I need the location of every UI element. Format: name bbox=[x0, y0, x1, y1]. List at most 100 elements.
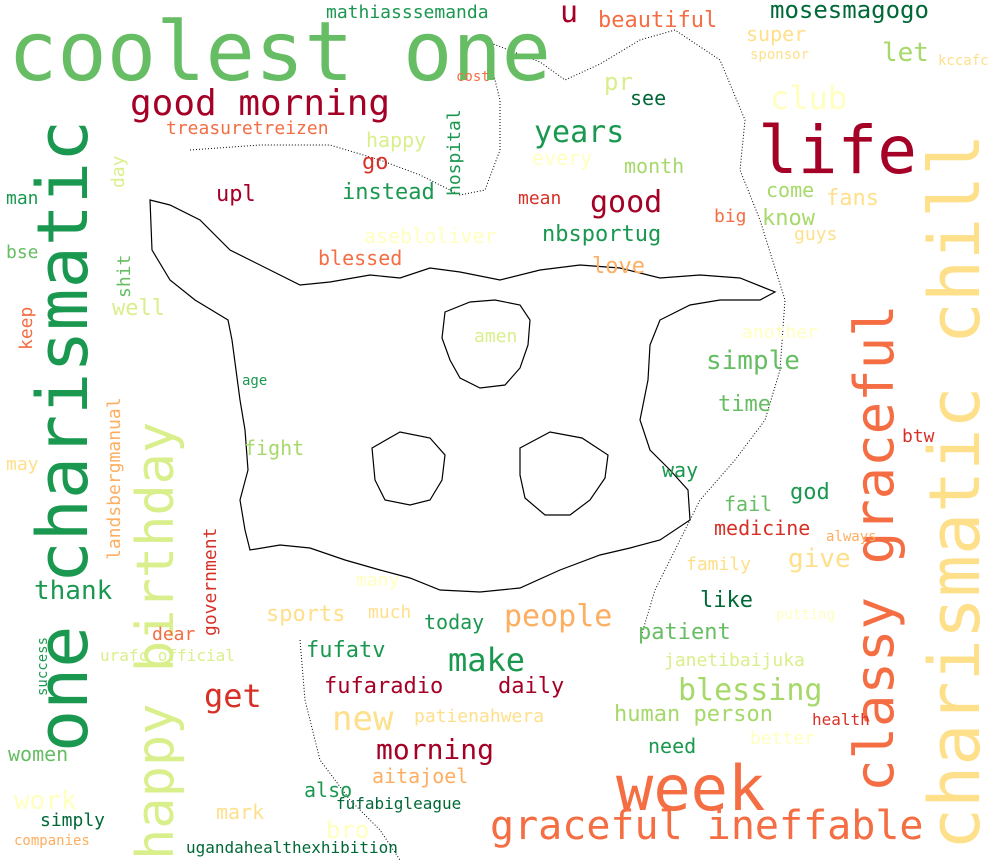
outline-top-dotted bbox=[487, 29, 786, 641]
word-better: better bbox=[750, 728, 816, 749]
word-mean: mean bbox=[518, 188, 562, 209]
word-man: man bbox=[6, 188, 39, 209]
word-patienahwera: patienahwera bbox=[414, 706, 545, 727]
word-bro: bro bbox=[326, 816, 370, 844]
word-u: u bbox=[560, 0, 579, 30]
word-give: give bbox=[788, 544, 851, 574]
word-mosesmagogo: mosesmagogo bbox=[770, 0, 929, 24]
word-good-morning: good morning bbox=[130, 83, 391, 124]
word-family: family bbox=[686, 554, 752, 575]
word-government: government bbox=[200, 527, 221, 636]
word-another: another bbox=[742, 322, 818, 343]
word-thank: thank bbox=[34, 576, 113, 606]
word-medicine: medicine bbox=[714, 516, 811, 540]
word-blessed: blessed bbox=[318, 246, 403, 270]
word-fufaradio: fufaradio bbox=[324, 674, 444, 699]
word-health: health bbox=[812, 710, 870, 729]
word-good: good bbox=[590, 185, 663, 220]
word-make: make bbox=[448, 641, 526, 679]
word-super: super bbox=[746, 22, 807, 46]
word-age: age bbox=[242, 373, 268, 389]
word-human-person: human person bbox=[614, 702, 773, 727]
word-fail: fail bbox=[724, 492, 773, 516]
outline-left-blob bbox=[371, 431, 446, 506]
word-life: life bbox=[758, 112, 917, 189]
word-ugandahealthexhibition: ugandahealthexhibition bbox=[186, 838, 398, 857]
word-may: may bbox=[6, 454, 39, 475]
word-beautiful: beautiful bbox=[598, 8, 718, 33]
word-god: god bbox=[790, 480, 830, 505]
word-love: love bbox=[592, 254, 645, 279]
word-putting: putting bbox=[776, 607, 836, 623]
word-people: people bbox=[504, 599, 613, 634]
word-years: years bbox=[534, 115, 625, 150]
outline-body bbox=[149, 199, 777, 593]
word-simply: simply bbox=[40, 810, 106, 831]
word-today: today bbox=[424, 610, 485, 634]
word-bse: bse bbox=[6, 242, 39, 263]
word-cost: cost bbox=[456, 69, 490, 85]
word-week: week bbox=[616, 752, 766, 825]
word-coolest-one: coolest one bbox=[8, 5, 552, 100]
word-come: come bbox=[766, 178, 815, 202]
word-mathiasssemanda: mathiasssemanda bbox=[326, 2, 489, 23]
word-many: many bbox=[356, 570, 400, 591]
word-janetibaijuka: janetibaijuka bbox=[664, 650, 805, 671]
outline-left-dotted bbox=[189, 59, 501, 196]
word-fans: fans bbox=[826, 186, 879, 211]
word-landsbergmanual: landsbergmanual bbox=[104, 397, 125, 560]
word-morning: morning bbox=[376, 733, 495, 766]
word-shit: shit bbox=[114, 254, 135, 298]
word-companies: companies bbox=[14, 833, 90, 849]
outline-right-blob bbox=[519, 431, 609, 516]
word-time: time bbox=[718, 392, 771, 417]
word-work: work bbox=[14, 786, 77, 816]
word-asebloliver: asebloliver bbox=[364, 224, 497, 248]
word-month: month bbox=[624, 154, 685, 178]
word-upl: upl bbox=[216, 182, 256, 207]
word-daily: daily bbox=[498, 674, 565, 699]
outline-center-blob bbox=[441, 299, 531, 389]
word-let: let bbox=[882, 38, 929, 68]
word-fight: fight bbox=[244, 436, 305, 460]
word-guys: guys bbox=[794, 224, 838, 245]
word-need: need bbox=[648, 734, 697, 758]
word-charismatic-chill: charismatic chill bbox=[914, 133, 996, 850]
word-hospital: hospital bbox=[444, 109, 465, 196]
word-mark: mark bbox=[216, 800, 265, 824]
word-amen: amen bbox=[474, 326, 518, 347]
word-urafc-official: urafc_official bbox=[100, 646, 235, 665]
word-btw: btw bbox=[902, 426, 935, 447]
word-happy: happy bbox=[366, 128, 427, 152]
word-instead: instead bbox=[342, 180, 435, 205]
word-day: day bbox=[108, 155, 129, 188]
word-women: women bbox=[8, 742, 69, 766]
word-dear: dear bbox=[152, 624, 196, 645]
word-get: get bbox=[204, 677, 262, 715]
word-patient: patient bbox=[638, 620, 731, 645]
word-way: way bbox=[662, 458, 699, 482]
word-treasuretreizen: treasuretreizen bbox=[166, 118, 329, 139]
word-graceful-ineffable: graceful ineffable bbox=[490, 803, 924, 849]
outline-bottom-dotted bbox=[299, 639, 401, 861]
word-big: big bbox=[714, 206, 747, 227]
word-every: every bbox=[532, 146, 593, 170]
word-blessing: blessing bbox=[678, 673, 823, 708]
word-kccafc: kccafc bbox=[938, 53, 989, 69]
word-sponsor: sponsor bbox=[750, 47, 810, 63]
word-nbsportug: nbsportug bbox=[542, 222, 662, 247]
word-sports: sports bbox=[266, 602, 346, 627]
word-simple: simple bbox=[706, 346, 800, 376]
word-keep: keep bbox=[16, 306, 37, 350]
word-know: know bbox=[762, 206, 815, 231]
word-club: club bbox=[770, 79, 848, 117]
word-success: success bbox=[35, 636, 51, 696]
word-also: also bbox=[304, 778, 353, 802]
word-like: like bbox=[700, 588, 753, 613]
word-always: always bbox=[826, 529, 877, 545]
word-well: well bbox=[112, 296, 165, 321]
word-pr: pr bbox=[604, 68, 633, 96]
word-go: go bbox=[362, 150, 389, 175]
word-fufatv: fufatv bbox=[306, 638, 386, 663]
